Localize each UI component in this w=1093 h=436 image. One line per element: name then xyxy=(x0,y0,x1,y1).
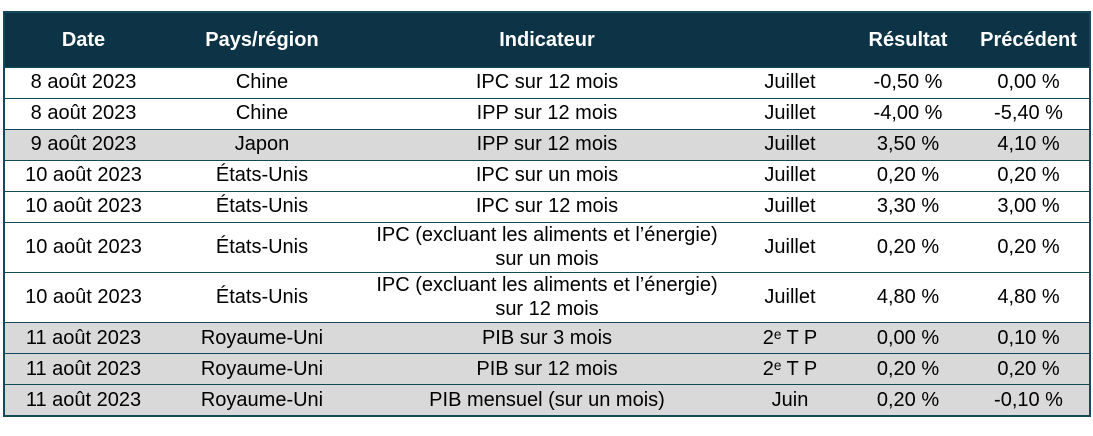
region-cell: États-Unis xyxy=(162,272,362,323)
economic-calendar-table: Date Pays/région Indicateur Résultat Pré… xyxy=(3,11,1091,418)
region-cell: Chine xyxy=(162,98,362,130)
region-cell: États-Unis xyxy=(162,221,362,273)
region-cell: Royaume-Uni xyxy=(162,384,362,417)
period-cell: Juillet xyxy=(732,98,848,130)
period-cell: Juillet xyxy=(732,221,848,273)
date-cell: 9 août 2023 xyxy=(4,129,162,161)
table-row: 10 août 2023 États-Unis IPC (excluant les … xyxy=(4,221,1090,273)
date-cell: 10 août 2023 xyxy=(4,191,162,223)
date-cell: 11 août 2023 xyxy=(4,353,162,385)
previous-cell: 0,10 % xyxy=(968,322,1090,354)
indicator-cell: PIB mensuel (sur un mois) xyxy=(362,384,732,417)
result-cell: 0,00 % xyxy=(848,322,968,354)
result-cell: 0,20 % xyxy=(848,353,968,385)
header-region: Pays/région xyxy=(162,12,362,68)
indicator-cell: IPC (excluant les aliments et l’énergie)… xyxy=(362,272,732,323)
date-cell: 10 août 2023 xyxy=(4,272,162,323)
result-cell: 0,20 % xyxy=(848,221,968,273)
previous-cell: -0,10 % xyxy=(968,384,1090,417)
indicator-cell: IPC sur 12 mois xyxy=(362,67,732,99)
previous-cell: -5,40 % xyxy=(968,98,1090,130)
result-cell: 0,20 % xyxy=(848,160,968,192)
period-cell: Juin xyxy=(732,384,848,417)
region-cell: Chine xyxy=(162,67,362,99)
result-cell: -4,00 % xyxy=(848,98,968,130)
header-indicator: Indicateur xyxy=(362,12,732,68)
header-date: Date xyxy=(4,12,162,68)
indicator-cell: IPC sur 12 mois xyxy=(362,191,732,223)
period-cell: Juillet xyxy=(732,129,848,161)
region-cell: États-Unis xyxy=(162,160,362,192)
table-row: 10 août 2023 États-Unis IPC sur un mois Jui… xyxy=(4,160,1090,192)
table-row: 9 août 2023 Japon IPP sur 12 mois Juillet 3,… xyxy=(4,129,1090,161)
indicator-cell: IPC sur un mois xyxy=(362,160,732,192)
region-cell: Royaume-Uni xyxy=(162,322,362,354)
region-cell: États-Unis xyxy=(162,191,362,223)
header-period xyxy=(732,12,848,68)
header-result: Résultat xyxy=(848,12,968,68)
table-row: 11 août 2023 Royaume-Uni PIB sur 12 mois 2ᵉ… xyxy=(4,353,1090,385)
result-cell: 4,80 % xyxy=(848,272,968,323)
table-row: 11 août 2023 Royaume-Uni PIB sur 3 mois 2ᵉ … xyxy=(4,322,1090,354)
date-cell: 11 août 2023 xyxy=(4,322,162,354)
date-cell: 8 août 2023 xyxy=(4,98,162,130)
table-row: 8 août 2023 Chine IPP sur 12 mois Juillet -4… xyxy=(4,98,1090,130)
period-cell: Juillet xyxy=(732,272,848,323)
indicator-cell: IPP sur 12 mois xyxy=(362,98,732,130)
previous-cell: 0,00 % xyxy=(968,67,1090,99)
previous-cell: 0,20 % xyxy=(968,353,1090,385)
indicator-cell: PIB sur 12 mois xyxy=(362,353,732,385)
result-cell: 3,30 % xyxy=(848,191,968,223)
header-previous: Précédent xyxy=(968,12,1090,68)
previous-cell: 0,20 % xyxy=(968,221,1090,273)
result-cell: 3,50 % xyxy=(848,129,968,161)
period-cell: 2ᵉ T P xyxy=(732,353,848,385)
period-cell: Juillet xyxy=(732,67,848,99)
period-cell: Juillet xyxy=(732,160,848,192)
table-row: 10 août 2023 États-Unis IPC sur 12 mois Jui… xyxy=(4,191,1090,223)
table-row: 11 août 2023 Royaume-Uni PIB mensuel (sur … xyxy=(4,384,1090,417)
indicator-cell: IPC (excluant les aliments et l’énergie)… xyxy=(362,221,732,273)
previous-cell: 4,10 % xyxy=(968,129,1090,161)
date-cell: 10 août 2023 xyxy=(4,160,162,192)
region-cell: Japon xyxy=(162,129,362,161)
date-cell: 8 août 2023 xyxy=(4,67,162,99)
result-cell: -0,50 % xyxy=(848,67,968,99)
table-row: 10 août 2023 États-Unis IPC (excluant les … xyxy=(4,272,1090,323)
period-cell: Juillet xyxy=(732,191,848,223)
date-cell: 10 août 2023 xyxy=(4,221,162,273)
date-cell: 11 août 2023 xyxy=(4,384,162,417)
previous-cell: 3,00 % xyxy=(968,191,1090,223)
period-cell: 2ᵉ T P xyxy=(732,322,848,354)
previous-cell: 4,80 % xyxy=(968,272,1090,323)
indicator-cell: PIB sur 3 mois xyxy=(362,322,732,354)
previous-cell: 0,20 % xyxy=(968,160,1090,192)
indicator-cell: IPP sur 12 mois xyxy=(362,129,732,161)
table-body: 8 août 2023 Chine IPC sur 12 mois Juillet -0… xyxy=(4,67,1090,417)
header-row: Date Pays/région Indicateur Résultat Pré… xyxy=(4,12,1090,68)
result-cell: 0,20 % xyxy=(848,384,968,417)
table-row: 8 août 2023 Chine IPC sur 12 mois Juillet -0… xyxy=(4,67,1090,99)
region-cell: Royaume-Uni xyxy=(162,353,362,385)
